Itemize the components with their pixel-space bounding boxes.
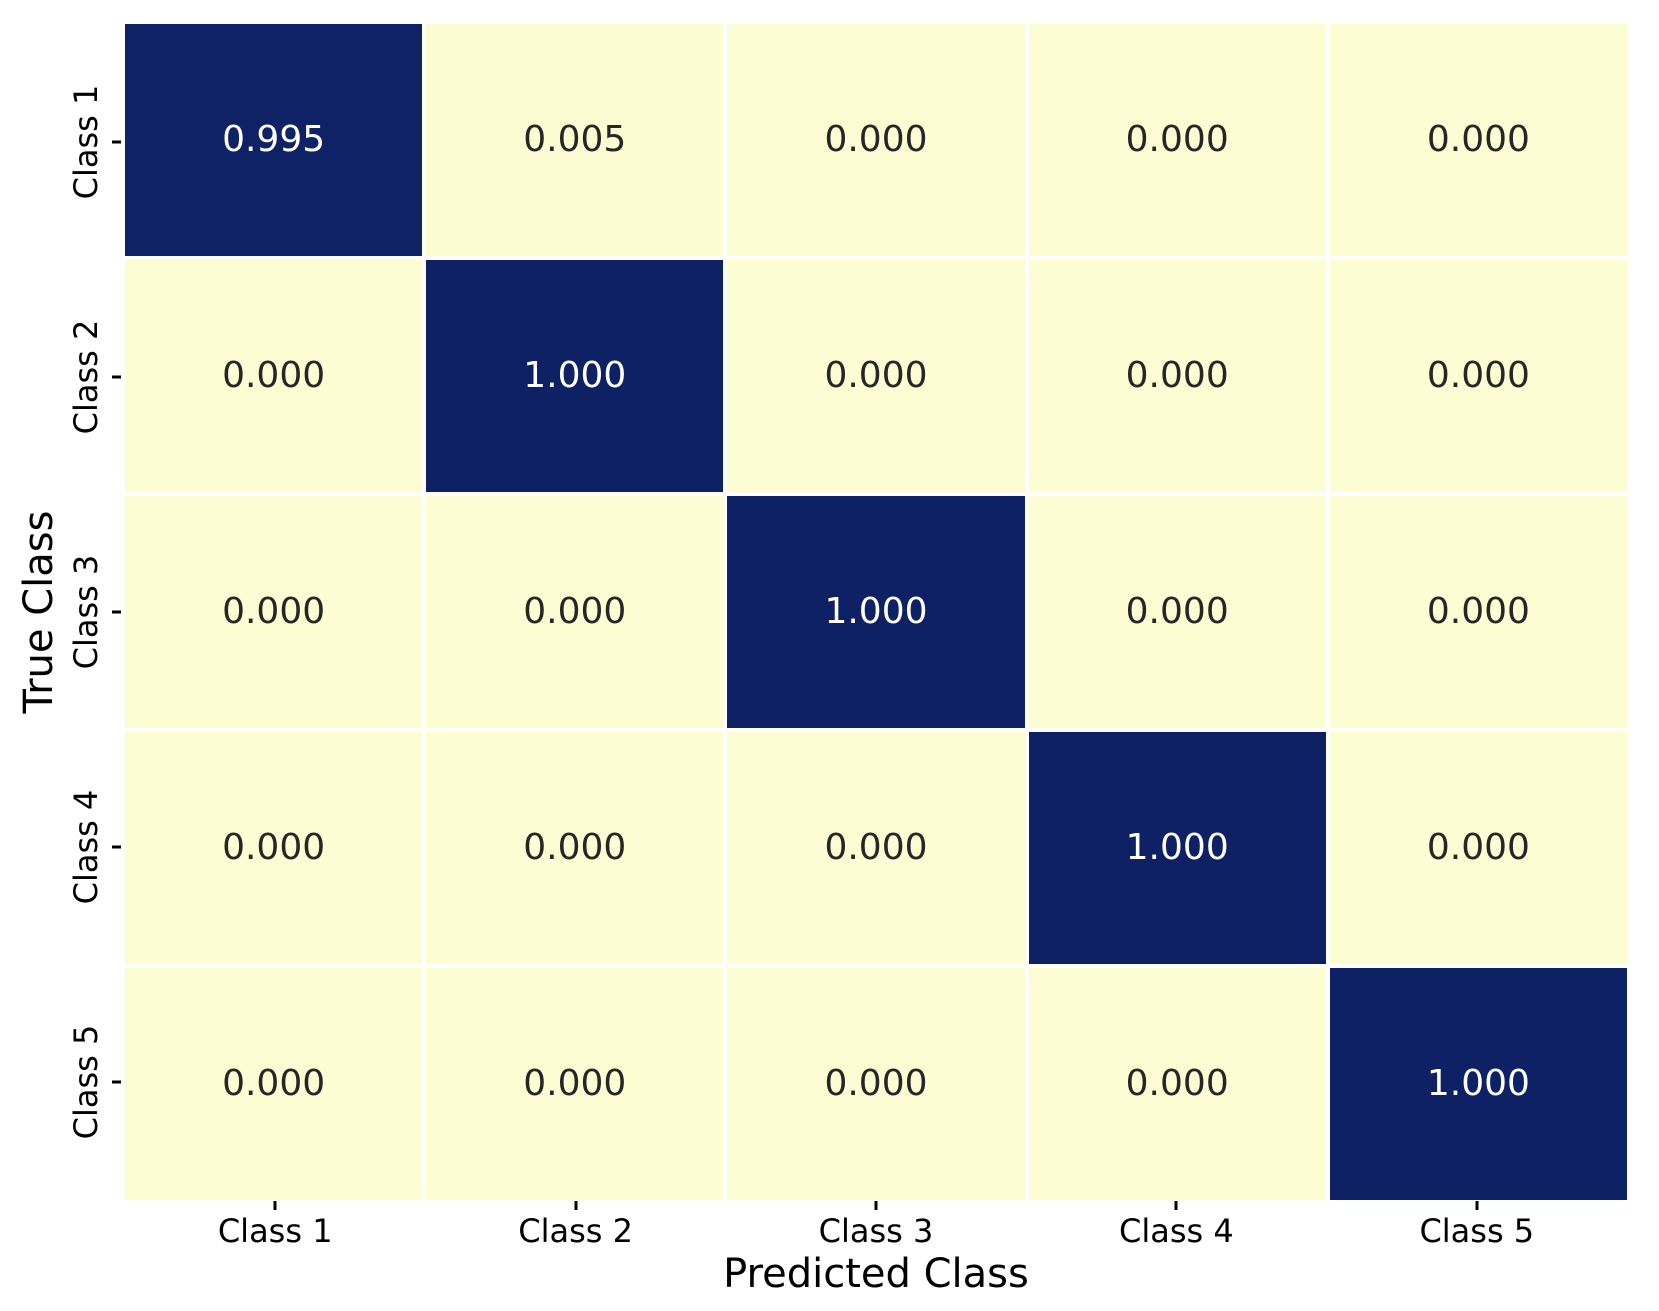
heatmap-cell: 0.000 bbox=[1329, 24, 1627, 256]
heatmap-grid: 0.995 0.005 0.000 0.000 0.000 0.000 1.000 0.000… bbox=[125, 24, 1627, 1200]
y-tick-label: Class 3 bbox=[67, 554, 105, 670]
y-tick-mark bbox=[112, 140, 121, 144]
heatmap-cell: 1.000 bbox=[1028, 732, 1326, 964]
cell-value: 1.000 bbox=[824, 591, 928, 632]
y-tick-label: Class 4 bbox=[67, 789, 105, 905]
x-tick-label: Class 1 bbox=[217, 1212, 333, 1250]
heatmap-cell: 0.000 bbox=[1329, 496, 1627, 728]
y-tick-mark bbox=[112, 1080, 121, 1084]
cell-value: 0.000 bbox=[523, 1063, 627, 1104]
heatmap-cell: 1.000 bbox=[426, 260, 724, 492]
cell-value: 0.995 bbox=[222, 119, 326, 160]
cell-value: 1.000 bbox=[1125, 827, 1229, 868]
cell-value: 0.000 bbox=[824, 119, 928, 160]
heatmap-cell: 1.000 bbox=[1329, 968, 1627, 1200]
cell-value: 0.000 bbox=[1125, 119, 1229, 160]
heatmap-cell: 0.000 bbox=[1329, 260, 1627, 492]
heatmap-cell: 0.000 bbox=[125, 968, 423, 1200]
x-tick-mark bbox=[1174, 1201, 1178, 1210]
x-tick-mark bbox=[1475, 1201, 1479, 1210]
cell-value: 0.000 bbox=[824, 1063, 928, 1104]
cell-value: 1.000 bbox=[1426, 1063, 1530, 1104]
heatmap-cell: 0.000 bbox=[727, 732, 1025, 964]
heatmap-cell: 0.000 bbox=[1028, 24, 1326, 256]
cell-value: 0.005 bbox=[523, 119, 627, 160]
heatmap-cell: 0.000 bbox=[727, 260, 1025, 492]
heatmap-cell: 0.000 bbox=[1028, 496, 1326, 728]
cell-value: 0.000 bbox=[1125, 591, 1229, 632]
x-tick-label: Class 3 bbox=[818, 1212, 934, 1250]
cell-value: 0.000 bbox=[523, 827, 627, 868]
heatmap-cell: 0.995 bbox=[125, 24, 423, 256]
heatmap-cell: 0.000 bbox=[125, 732, 423, 964]
cell-value: 0.000 bbox=[222, 591, 326, 632]
y-tick-label: Class 5 bbox=[67, 1025, 105, 1140]
heatmap-cell: 0.000 bbox=[1028, 968, 1326, 1200]
y-tick-mark bbox=[112, 845, 121, 849]
cell-value: 0.000 bbox=[523, 591, 627, 632]
cell-value: 0.000 bbox=[1125, 1063, 1229, 1104]
cell-value: 0.000 bbox=[222, 355, 326, 396]
x-tick-mark bbox=[874, 1201, 878, 1210]
cell-value: 0.000 bbox=[824, 827, 928, 868]
heatmap-cell: 0.000 bbox=[125, 496, 423, 728]
cell-value: 0.000 bbox=[1125, 355, 1229, 396]
x-tick-mark bbox=[273, 1201, 277, 1210]
x-tick-mark bbox=[574, 1201, 578, 1210]
y-tick-label: Class 2 bbox=[67, 319, 105, 435]
cell-value: 0.000 bbox=[824, 355, 928, 396]
x-tick-label: Class 4 bbox=[1119, 1212, 1234, 1250]
heatmap-cell: 0.005 bbox=[426, 24, 724, 256]
cell-value: 0.000 bbox=[1426, 827, 1530, 868]
x-tick-label: Class 2 bbox=[518, 1212, 633, 1250]
heatmap-cell: 0.000 bbox=[727, 968, 1025, 1200]
cell-value: 1.000 bbox=[523, 355, 627, 396]
x-axis-title: Predicted Class bbox=[723, 1251, 1029, 1297]
cell-value: 0.000 bbox=[1426, 591, 1530, 632]
heatmap-cell: 0.000 bbox=[727, 24, 1025, 256]
x-tick-label: Class 5 bbox=[1419, 1212, 1535, 1250]
heatmap-cell: 0.000 bbox=[426, 732, 724, 964]
heatmap-cell: 0.000 bbox=[426, 496, 724, 728]
heatmap-cell: 0.000 bbox=[1329, 732, 1627, 964]
y-tick-label: Class 1 bbox=[67, 84, 105, 199]
heatmap-cell: 0.000 bbox=[426, 968, 724, 1200]
heatmap-cell: 1.000 bbox=[727, 496, 1025, 728]
y-axis-title: True Class bbox=[16, 510, 62, 714]
cell-value: 0.000 bbox=[1426, 119, 1530, 160]
cell-value: 0.000 bbox=[1426, 355, 1530, 396]
heatmap-cell: 0.000 bbox=[1028, 260, 1326, 492]
cell-value: 0.000 bbox=[222, 827, 326, 868]
y-tick-mark bbox=[112, 375, 121, 379]
heatmap-cell: 0.000 bbox=[125, 260, 423, 492]
y-tick-mark bbox=[112, 610, 121, 614]
cell-value: 0.000 bbox=[222, 1063, 326, 1104]
